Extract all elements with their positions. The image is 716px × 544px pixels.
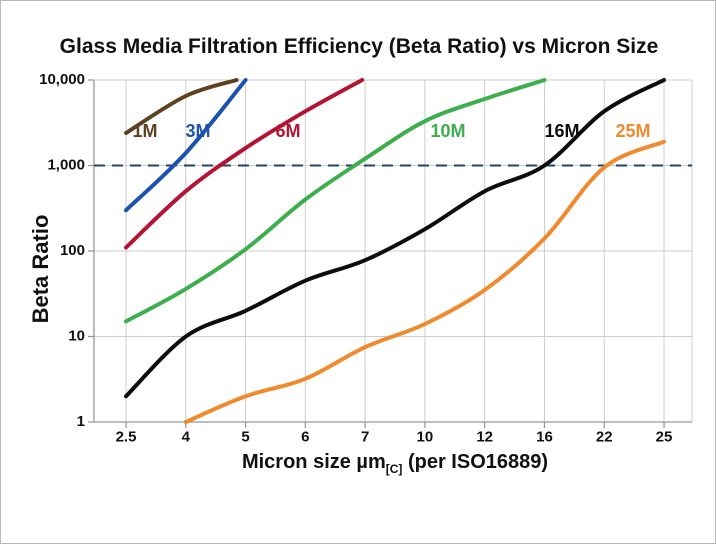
x-tick-label-5: 5 — [241, 428, 249, 445]
x-tick-label-16: 16 — [536, 428, 553, 445]
x-tick-label-22: 22 — [596, 428, 613, 445]
curve-label-6M: 6M — [275, 121, 300, 141]
x-tick-label-25: 25 — [656, 428, 673, 445]
y-tick-label-10,000: 10,000 — [39, 71, 85, 88]
y-tick-label-100: 100 — [60, 242, 85, 259]
x-tick-label-6: 6 — [301, 428, 309, 445]
curve-label-25M: 25M — [615, 121, 650, 141]
x-tick-label-4: 4 — [182, 428, 191, 445]
curve-label-16M: 16M — [544, 121, 579, 141]
curve-6M — [124, 78, 365, 250]
curve-label-1M: 1M — [132, 121, 157, 141]
x-tick-label-12: 12 — [476, 428, 493, 445]
curve-25M — [183, 139, 666, 424]
y-tick-label-1: 1 — [77, 413, 85, 430]
x-tick-label-10: 10 — [417, 428, 434, 445]
curve-label-10M: 10M — [430, 121, 465, 141]
x-tick-label-7: 7 — [361, 428, 369, 445]
curve-10M — [124, 78, 547, 324]
curve-label-3M: 3M — [185, 121, 210, 141]
y-tick-label-10: 10 — [68, 327, 85, 344]
x-axis-title: Micron size µm[C] (per ISO16889) — [37, 451, 715, 476]
x-tick-label-2.5: 2.5 — [116, 428, 137, 445]
chart-title: Glass Media Filtration Efficiency (Beta … — [59, 35, 659, 58]
x-axis-title-subscript: [C] — [385, 462, 403, 476]
x-axis-title-suffix: (per ISO16889) — [402, 451, 549, 473]
y-tick-label-1,000: 1,000 — [47, 156, 85, 173]
curve-16M — [124, 78, 666, 399]
curve-1M — [124, 78, 239, 135]
x-axis-title-main: Micron size µm — [241, 451, 386, 473]
curve-3M — [124, 78, 248, 213]
